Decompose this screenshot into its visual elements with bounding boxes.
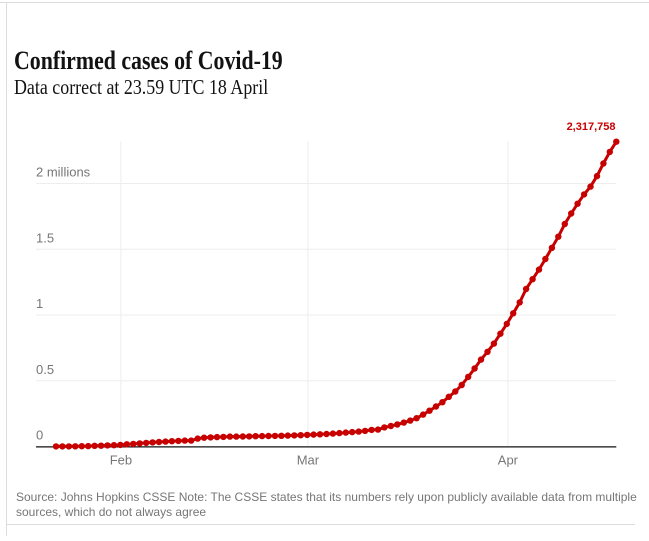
svg-text:2 millions: 2 millions (36, 165, 91, 180)
svg-text:Feb: Feb (110, 453, 132, 468)
svg-text:0.5: 0.5 (36, 362, 54, 377)
svg-text:1: 1 (36, 296, 43, 311)
svg-text:0: 0 (36, 428, 43, 443)
svg-text:Mar: Mar (297, 453, 320, 468)
svg-text:Apr: Apr (498, 453, 519, 468)
svg-text:2,317,758: 2,317,758 (567, 121, 616, 133)
svg-text:1.5: 1.5 (36, 230, 54, 245)
